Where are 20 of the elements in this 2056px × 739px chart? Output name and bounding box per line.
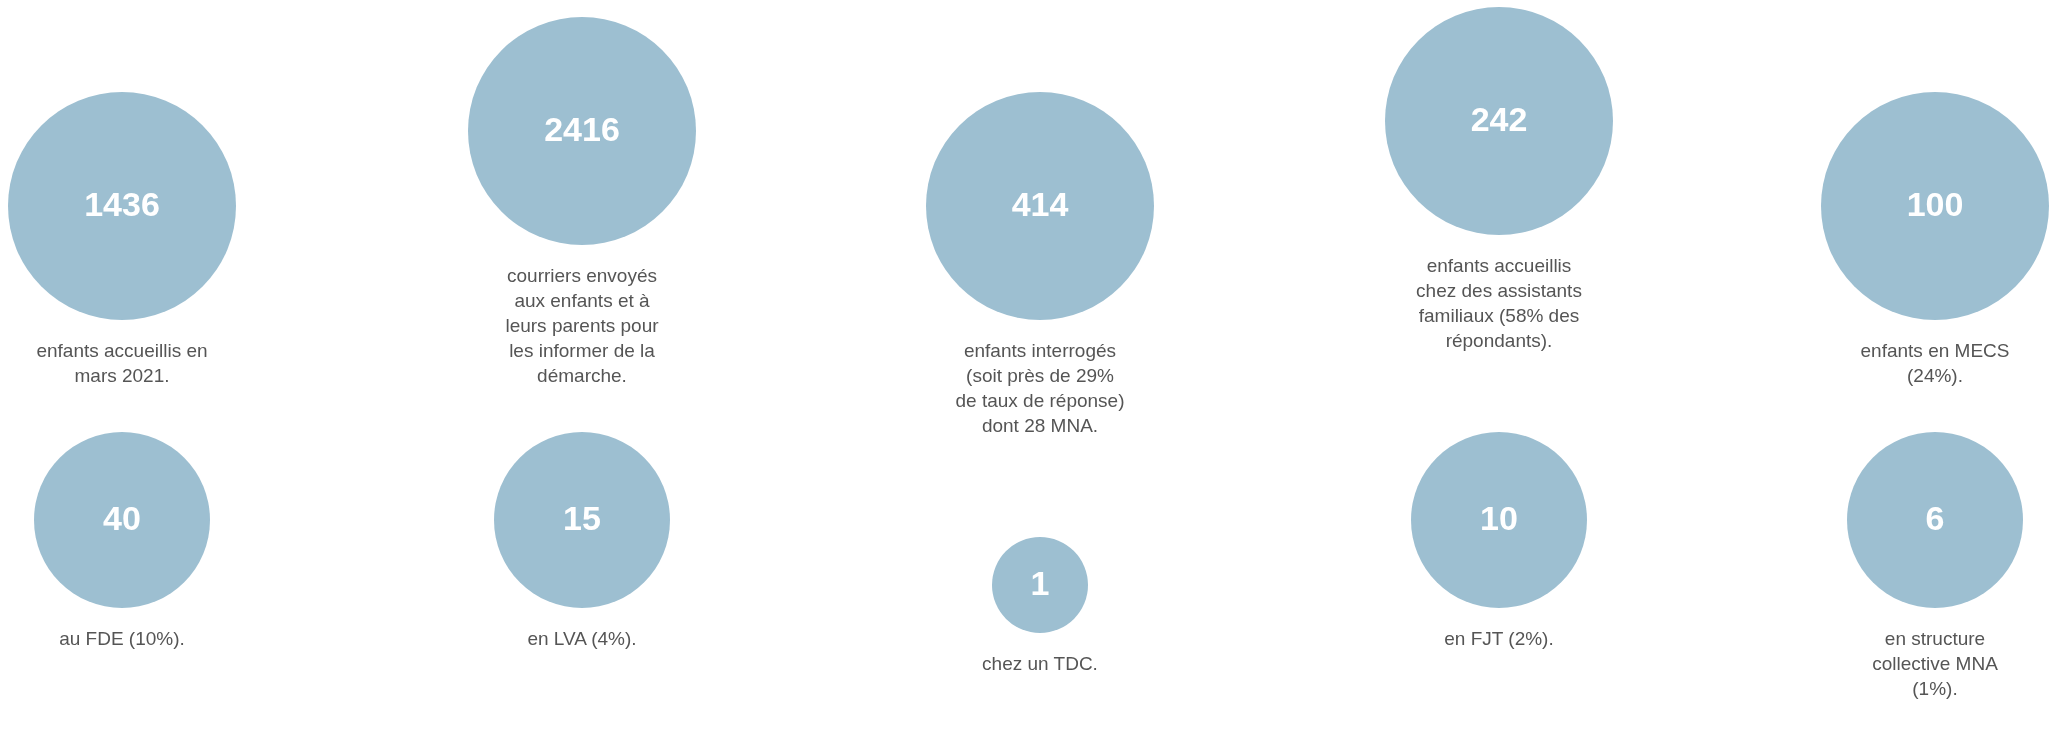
data-label: 242	[1470, 100, 1528, 138]
category-label: chez un TDC.	[982, 653, 1098, 674]
data-label: 1	[1030, 564, 1050, 602]
data-label: 40	[103, 499, 141, 537]
data-label: 2416	[544, 110, 620, 148]
category-label: en LVA (4%).	[527, 628, 637, 649]
data-label: 1436	[84, 185, 160, 223]
category-label: enfants accueillis en mars 2021.	[36, 340, 208, 386]
category-label: au FDE (10%).	[59, 628, 185, 649]
category-label: enfants en MECS (24%).	[1860, 340, 2010, 386]
data-label: 10	[1480, 499, 1518, 537]
category-label: en FJT (2%).	[1444, 628, 1554, 649]
data-label: 6	[1925, 499, 1945, 537]
category-label: en structure collective MNA (1%).	[1872, 628, 1999, 699]
category-label: enfants accueillis chez des assistants familiaux (58% des répondants).	[1416, 255, 1582, 351]
category-label: enfants interrogés (soit près de 29% de taux de réponse) dont 28 MNA.	[955, 340, 1125, 436]
data-label: 414	[1011, 185, 1069, 223]
data-label: 100	[1906, 185, 1964, 223]
data-label: 15	[563, 499, 601, 537]
category-label: courriers envoyés aux enfants et à leurs parents pour les informer de la démarche.	[505, 265, 660, 386]
